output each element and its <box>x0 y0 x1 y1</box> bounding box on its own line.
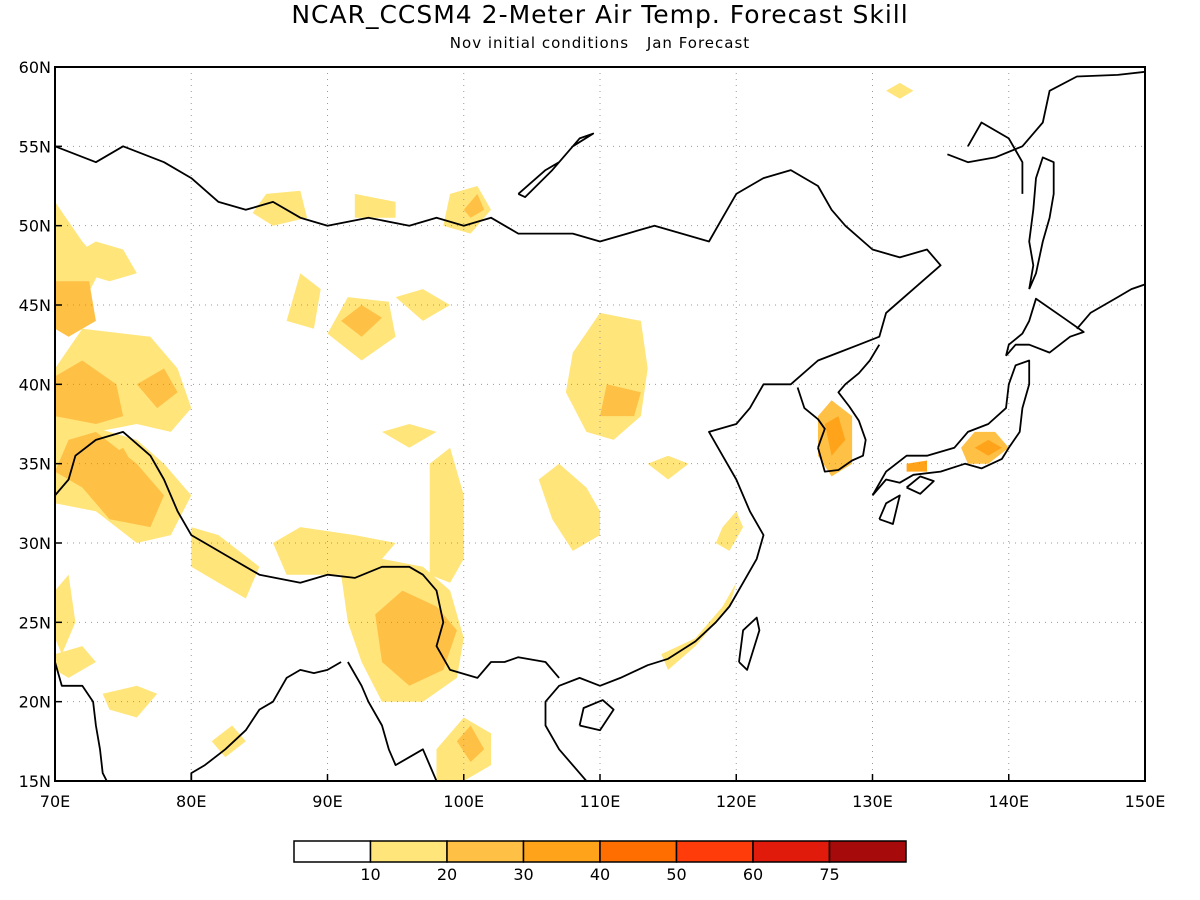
coastline-10 <box>878 494 901 525</box>
colorbar-label: 30 <box>513 865 533 884</box>
coastline-6 <box>55 661 108 781</box>
x-tick-label: 70E <box>40 792 70 811</box>
skill-region-9 <box>395 289 451 321</box>
coastline-14 <box>947 70 1145 164</box>
skill-region-23 <box>273 527 396 575</box>
colorbar-label: 10 <box>360 865 380 884</box>
coastline-3 <box>190 661 342 781</box>
colorbar-label: 40 <box>590 865 610 884</box>
coastline-11 <box>906 475 935 495</box>
subtitle-initial-conditions: Nov initial conditions <box>449 34 630 52</box>
skill-region-41 <box>647 455 689 480</box>
skill-region-3 <box>55 281 96 337</box>
skill-region-27 <box>456 725 485 762</box>
coastline-9 <box>1028 156 1055 290</box>
colorbar-swatch <box>293 840 372 863</box>
coastline-layer <box>55 70 1145 781</box>
x-tick-label: 150E <box>1125 792 1166 811</box>
chart-subtitle: Nov initial conditions Jan Forecast <box>0 34 1200 52</box>
coastline-12 <box>738 616 761 671</box>
colorbar-swatch <box>675 840 754 863</box>
grid-layer <box>55 67 1145 781</box>
colorbar-label: 75 <box>819 865 839 884</box>
coastline-7 <box>871 359 1031 496</box>
y-tick-label: 45N <box>19 296 51 315</box>
colorbar-label: 60 <box>743 865 763 884</box>
coastline-15 <box>967 121 1024 194</box>
colorbar-label: 20 <box>437 865 457 884</box>
skill-region-29 <box>715 511 744 551</box>
coastline-4 <box>347 661 438 781</box>
x-tick-label: 110E <box>580 792 621 811</box>
y-tick-label: 55N <box>19 137 51 156</box>
x-tick-label: 140E <box>988 792 1029 811</box>
skill-region-28 <box>661 582 737 670</box>
skill-region-25 <box>375 590 457 686</box>
coastline-1 <box>55 145 942 781</box>
skill-region-13 <box>55 360 124 424</box>
skill-region-40 <box>382 424 437 448</box>
coastline-5 <box>463 780 485 781</box>
colorbar-swatch <box>828 840 907 863</box>
skill-region-11 <box>341 305 382 337</box>
subtitle-forecast: Jan Forecast <box>646 34 751 52</box>
skill-region-36 <box>55 574 76 655</box>
skill-region-14 <box>136 368 178 409</box>
skill-region-35 <box>886 82 914 99</box>
skill-region-37 <box>55 646 96 678</box>
coastline-19 <box>796 387 826 449</box>
coastline-18 <box>817 344 881 473</box>
coastline-13 <box>578 699 615 732</box>
colorbar-swatch <box>522 840 601 863</box>
x-tick-label: 120E <box>716 792 757 811</box>
y-tick-label: 35N <box>19 455 51 474</box>
y-tick-label: 15N <box>19 772 51 791</box>
y-tick-label: 40N <box>19 375 51 394</box>
coastline-2 <box>55 430 560 679</box>
chart-title: NCAR_CCSM4 2-Meter Air Temp. Forecast Sk… <box>291 0 909 29</box>
colorbar-swatch <box>446 840 525 863</box>
skill-fill-layer <box>55 82 1009 781</box>
skill-region-19 <box>600 384 641 417</box>
skill-region-4 <box>252 190 308 226</box>
skill-region-31 <box>824 416 846 456</box>
y-axis: 15N 20N 25N 30N 35N 40N 45N 50N 55N 60N <box>19 58 62 791</box>
skill-region-39 <box>211 725 246 758</box>
x-axis: 70E 80E 90E 100E 110E 120E 130E 140E 150E <box>40 774 1166 811</box>
skill-region-33 <box>974 439 1002 456</box>
skill-region-8 <box>286 273 321 329</box>
y-tick-label: 25N <box>19 613 51 632</box>
x-tick-label: 100E <box>443 792 484 811</box>
skill-region-2 <box>68 241 137 282</box>
skill-region-21 <box>538 463 600 551</box>
colorbar: 10 20 30 40 50 60 75 <box>293 840 907 884</box>
skill-region-22 <box>191 527 260 599</box>
coastline-8 <box>1005 297 1085 357</box>
y-tick-label: 20N <box>19 693 51 712</box>
colorbar-swatch <box>369 840 448 863</box>
y-tick-label: 60N <box>19 58 51 77</box>
colorbar-label: 50 <box>666 865 686 884</box>
y-tick-label: 30N <box>19 534 51 553</box>
x-tick-label: 90E <box>312 792 342 811</box>
coastline-17 <box>1076 283 1145 330</box>
colorbar-swatch <box>752 840 831 863</box>
skill-region-17 <box>95 447 137 488</box>
skill-region-7 <box>463 193 485 218</box>
skill-region-5 <box>354 193 396 218</box>
skill-region-20 <box>429 447 464 583</box>
skill-region-34 <box>906 460 927 472</box>
x-tick-label: 80E <box>176 792 206 811</box>
skill-region-18 <box>565 312 648 440</box>
coastline-16 <box>517 132 595 199</box>
y-tick-label: 50N <box>19 217 51 236</box>
skill-region-38 <box>102 685 158 718</box>
x-tick-label: 130E <box>852 792 893 811</box>
colorbar-swatch <box>599 840 678 863</box>
